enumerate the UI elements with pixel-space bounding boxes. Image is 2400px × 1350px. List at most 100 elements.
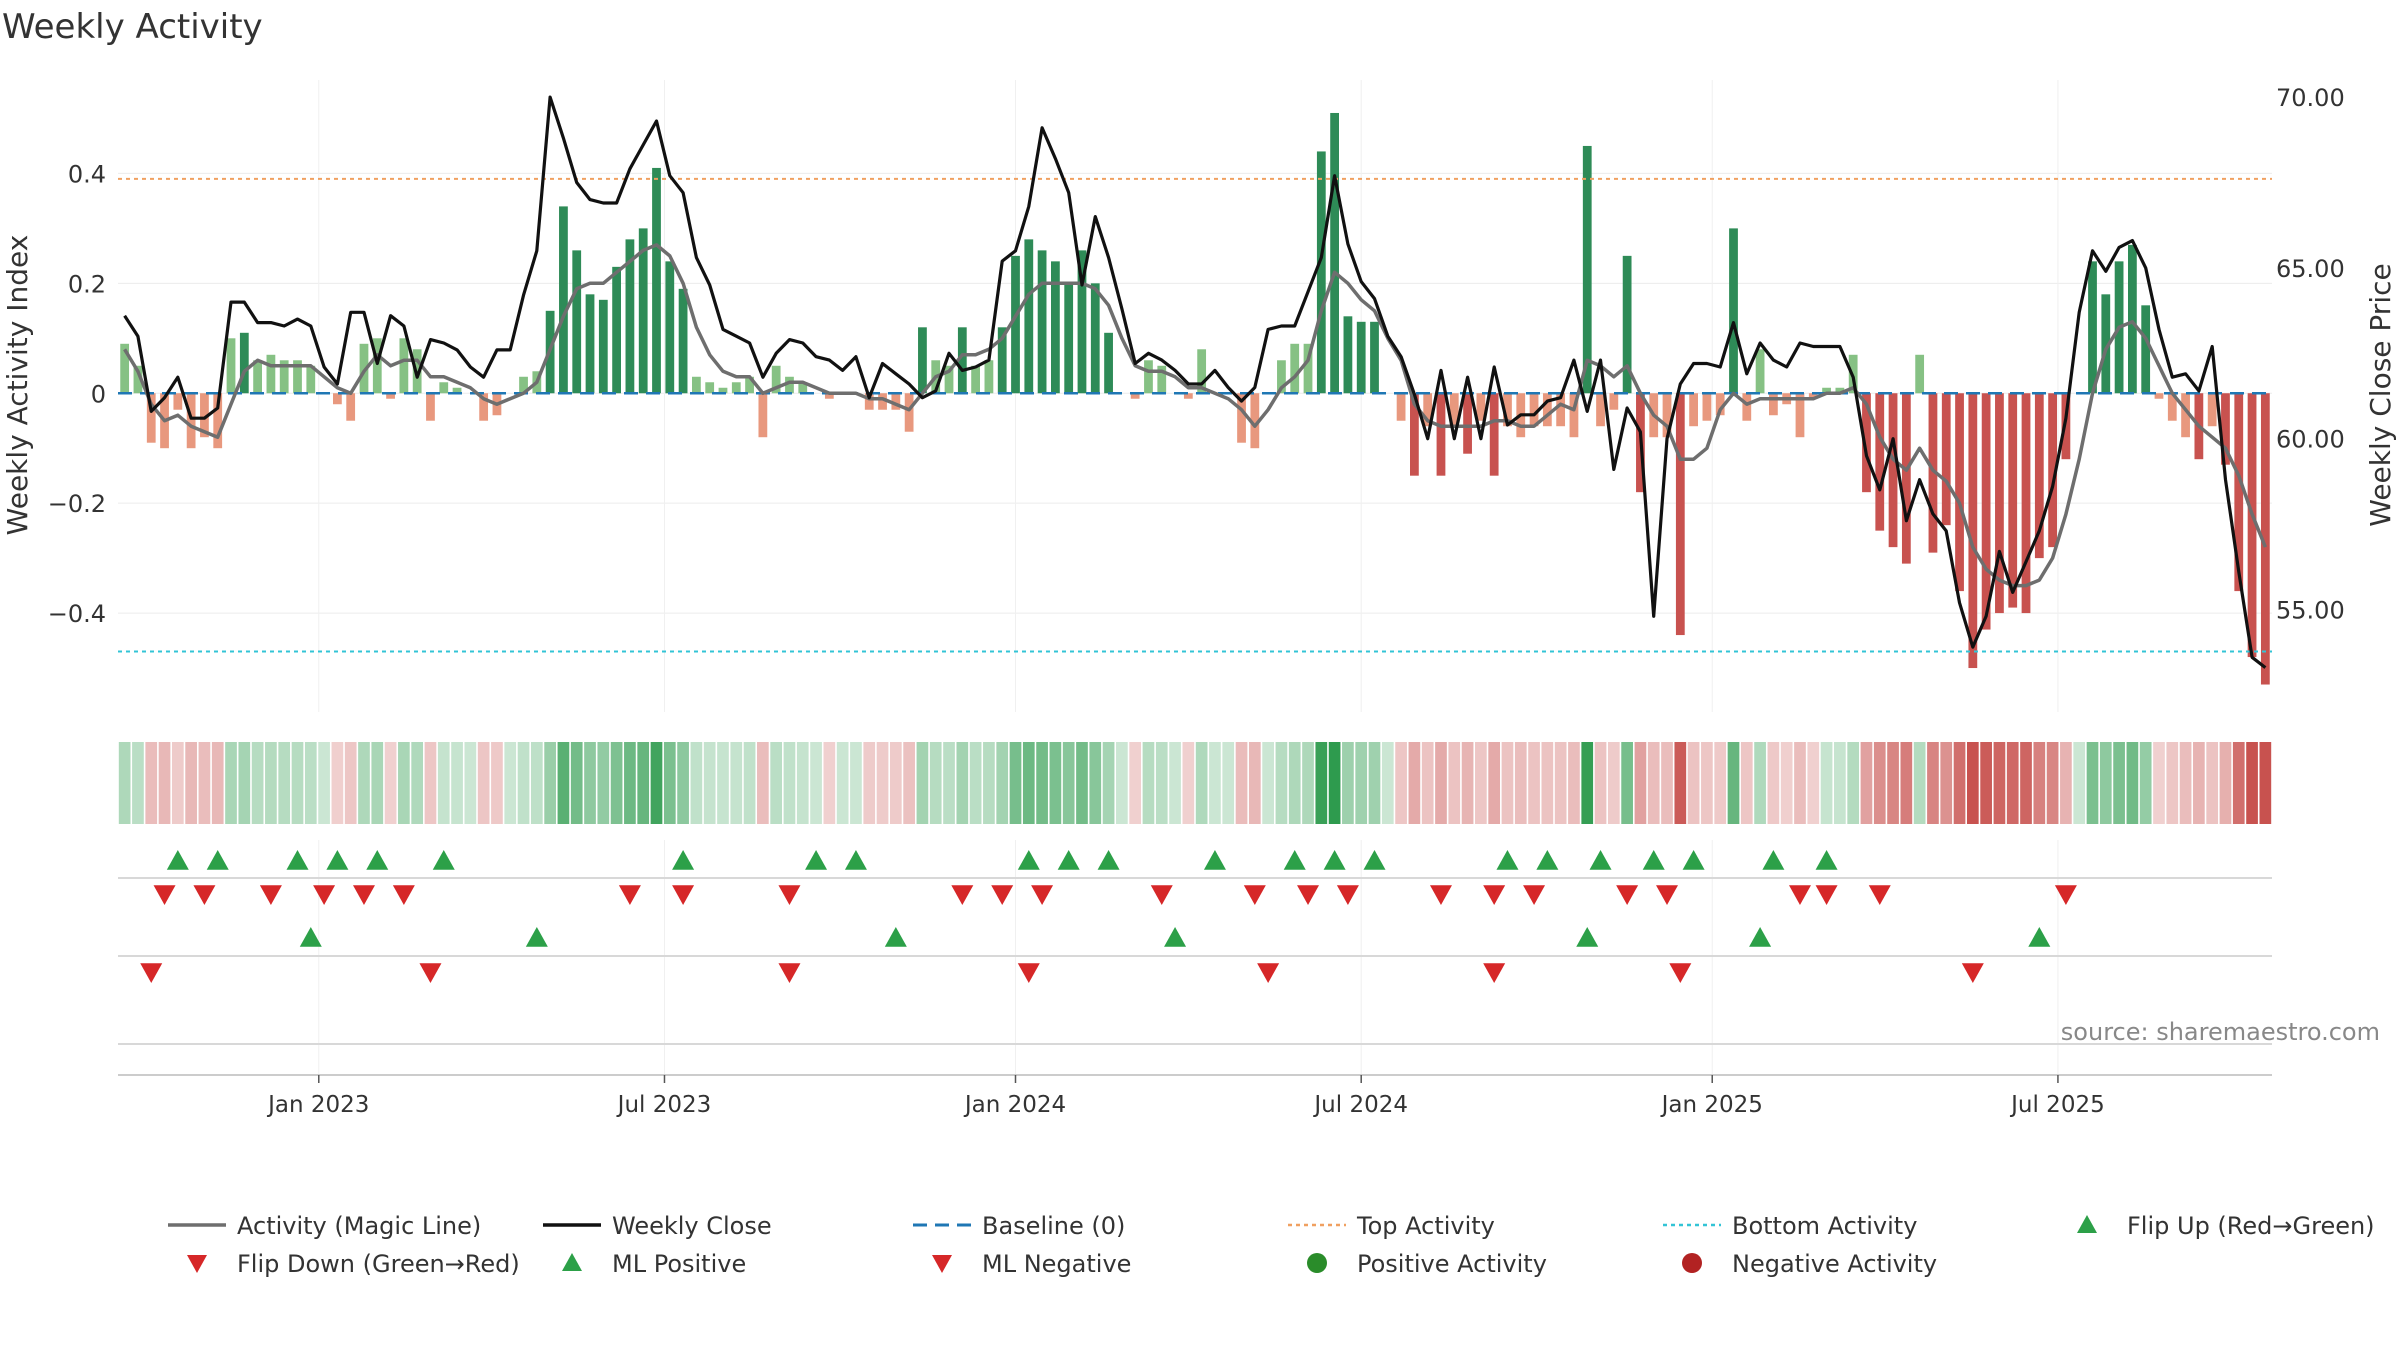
heat-cell [464, 742, 477, 824]
ml-negative-marker [778, 963, 801, 983]
heat-cell [504, 742, 517, 824]
legend-label: Positive Activity [1357, 1250, 1547, 1278]
activity-bar [1981, 393, 1991, 630]
activity-bar [2048, 393, 2057, 548]
legend-label: ML Negative [982, 1250, 1131, 1278]
flip-up-marker [1589, 850, 1612, 870]
heat-cell [584, 742, 596, 824]
source-label: source: sharemaestro.com [2061, 1018, 2380, 1046]
flip-down-marker [1336, 885, 1359, 905]
activity-bar [1915, 354, 1925, 394]
ml-positive-marker [884, 927, 907, 947]
ml-positive-marker [1576, 927, 1599, 947]
activity-bar [120, 343, 130, 394]
heat-cell [717, 742, 729, 824]
heat-cell [185, 742, 197, 824]
activity-bar [1715, 393, 1725, 416]
activity-bar [1051, 261, 1060, 394]
activity-bar [598, 299, 608, 394]
activity-bar [997, 327, 1007, 394]
heat-cell [358, 742, 370, 824]
heat-cell [1448, 742, 1461, 824]
legend-swatch [1682, 1253, 1702, 1273]
activity-bar [2128, 244, 2137, 394]
y2-tick-label: 65.00 [2276, 255, 2345, 283]
activity-bar [891, 393, 901, 410]
flip-up-marker [206, 850, 229, 870]
heat-cell [1342, 742, 1354, 824]
y2-axis-label: Weekly Close Price [2364, 263, 2397, 526]
heat-cell [1581, 742, 1594, 824]
flip-down-marker [1031, 885, 1054, 905]
activity-bar [1011, 255, 1020, 394]
activity-bar [1356, 321, 1366, 394]
heat-cell [145, 742, 158, 824]
flip-up-marker [672, 850, 695, 870]
heat-cell [2020, 742, 2032, 824]
ml-negative-marker [1483, 963, 1506, 983]
activity-bar [878, 393, 887, 410]
heat-cell [225, 742, 237, 824]
heat-cell [2246, 742, 2258, 824]
activity-bar [864, 393, 874, 410]
activity-bar [1423, 393, 1433, 427]
heat-cell [491, 742, 503, 824]
activity-bar [731, 382, 741, 394]
heat-cell [1621, 742, 1633, 824]
heat-cell [1421, 742, 1434, 824]
activity-bar [1529, 393, 1539, 427]
x-tick-label: Jul 2024 [1312, 1092, 1408, 1118]
flip-down-marker [1616, 885, 1639, 905]
flip-up-marker [1536, 850, 1559, 870]
heat-cell [1182, 742, 1195, 824]
activity-bar [1542, 393, 1552, 427]
y-tick-label: 0 [91, 380, 106, 408]
activity-bar [1463, 393, 1472, 454]
activity-bar [572, 250, 582, 394]
activity-bar [1582, 145, 1592, 394]
heat-cell [663, 742, 676, 824]
flip-up-marker [366, 850, 389, 870]
heat-cell [1541, 742, 1554, 824]
heat-cell [211, 742, 224, 824]
heat-cell [1408, 742, 1421, 824]
activity-bar [1795, 393, 1805, 438]
heat-cell [2166, 742, 2179, 824]
activity-bar [2221, 393, 2230, 465]
flip-up-marker [1496, 850, 1519, 870]
activity-bar [638, 228, 648, 394]
heat-cell [1235, 742, 1248, 824]
chart-title: Weekly Activity [2, 7, 263, 47]
y2-tick-label: 55.00 [2276, 597, 2345, 625]
legend-swatch [562, 1253, 582, 1271]
activity-bar [1742, 393, 1752, 421]
activity-bar [226, 338, 236, 394]
activity-bar [1729, 228, 1738, 394]
heat-cell [929, 742, 942, 824]
heat-cell [530, 742, 543, 824]
activity-bar [1995, 393, 2004, 614]
x-tick-label: Jan 2023 [266, 1092, 369, 1118]
activity-bar [798, 382, 808, 394]
y2-tick-label: 70.00 [2276, 84, 2345, 112]
heat-cell [424, 742, 437, 824]
flip-up-marker [844, 850, 867, 870]
activity-bar [1968, 393, 1978, 669]
activity-bar [386, 393, 395, 399]
heat-cell [1222, 742, 1235, 824]
heat-cell [956, 742, 969, 824]
activity-bar [1675, 393, 1685, 636]
activity-bar [439, 382, 449, 394]
activity-bar [133, 365, 143, 394]
activity-bar [239, 332, 249, 394]
grid-layer [118, 80, 2272, 1075]
activity-bar [1875, 393, 1885, 531]
activity-bar [1277, 360, 1286, 394]
heat-cell [943, 742, 955, 824]
heat-cell [889, 742, 902, 824]
activity-bar [1090, 283, 1100, 394]
activity-bar [944, 365, 954, 394]
heat-cell [2139, 742, 2152, 824]
heat-cell [863, 742, 876, 824]
heat-cell [557, 742, 570, 824]
